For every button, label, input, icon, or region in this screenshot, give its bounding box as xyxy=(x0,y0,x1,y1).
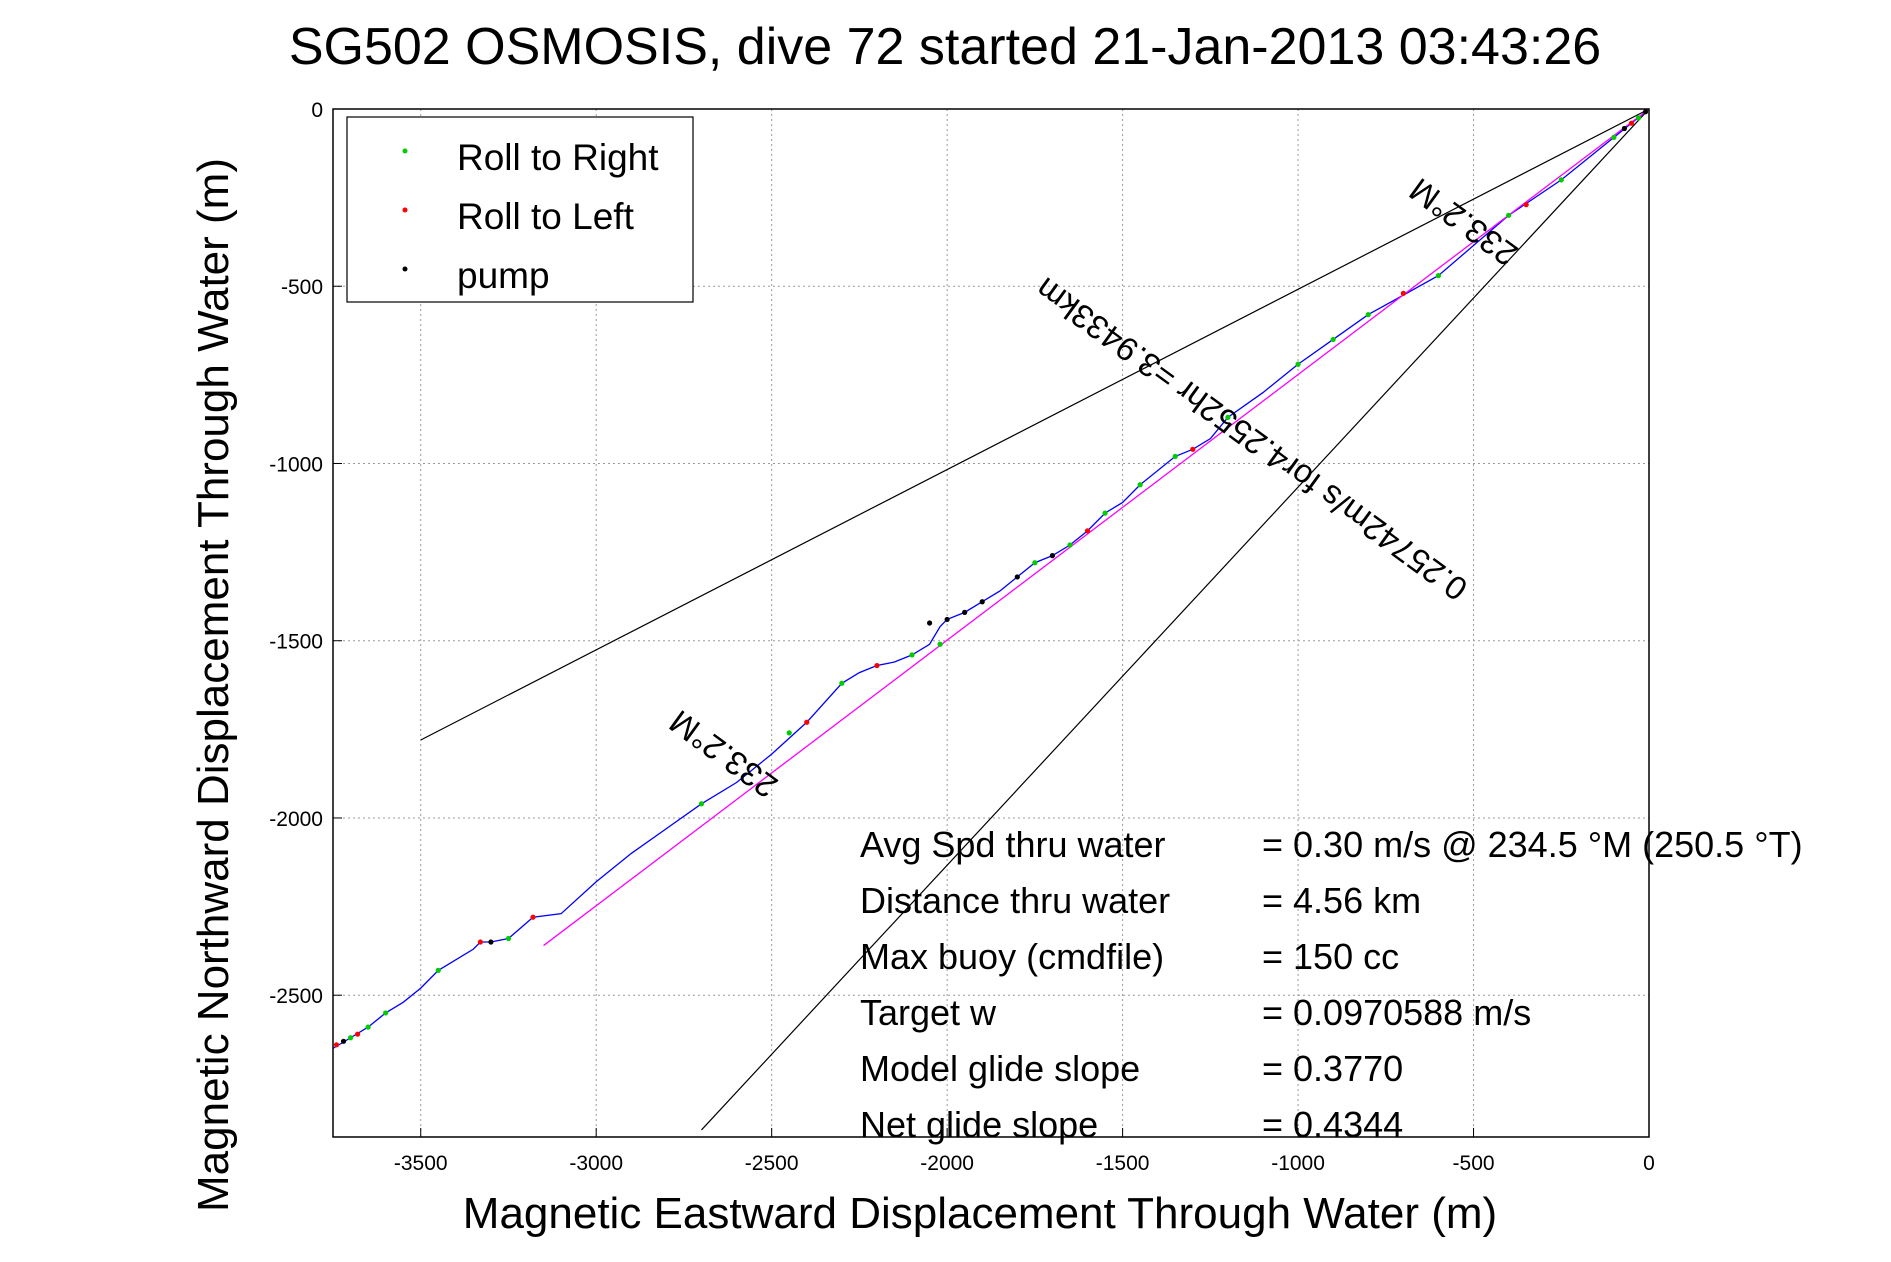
marker-roll-to-left xyxy=(804,719,810,725)
y-tick-label: -2000 xyxy=(269,808,323,831)
marker-pump xyxy=(1642,109,1649,115)
legend-marker-pump xyxy=(402,266,408,272)
data-series xyxy=(332,108,1650,1049)
legend-label-pump: pump xyxy=(457,255,550,296)
cone-line xyxy=(701,108,1650,1131)
stat-value-model-glide: = 0.3770 xyxy=(1262,1048,1403,1089)
y-tick-label: -1000 xyxy=(269,453,323,476)
marker-roll-to-right xyxy=(1558,177,1564,183)
stat-value-target-w: = 0.0970588 m/s xyxy=(1262,992,1531,1033)
stat-value-net-glide: = 0.4344 xyxy=(1262,1104,1403,1145)
marker-pump xyxy=(962,609,968,615)
legend-label-roll-right: Roll to Right xyxy=(457,137,659,178)
stat-value-avg-speed: = 0.30 m/s @ 234.5 °M (250.5 °T) xyxy=(1262,824,1803,865)
marker-roll-to-right xyxy=(1611,134,1617,140)
cone-line xyxy=(420,108,1650,741)
plot-area-frame xyxy=(332,108,1650,1138)
marker-roll-to-right xyxy=(505,935,512,942)
marker-roll-to-left xyxy=(1400,290,1406,296)
y-tick-label: 0 xyxy=(311,99,323,122)
marker-roll-to-right xyxy=(1435,273,1442,279)
x-tick-label: -1000 xyxy=(1271,1152,1325,1175)
marker-pump xyxy=(1014,574,1020,580)
marker-pump xyxy=(488,939,494,945)
marker-roll-to-left xyxy=(1190,446,1196,452)
y-tick-label: -2500 xyxy=(269,985,323,1008)
marker-roll-to-left xyxy=(333,1042,340,1048)
marker-pump xyxy=(979,599,985,605)
stat-label-net-glide: Net glide slope xyxy=(860,1104,1098,1145)
marker-pump xyxy=(1621,125,1628,132)
x-tick-label: -3000 xyxy=(569,1152,623,1175)
marker-roll-to-right xyxy=(937,641,943,647)
marker-roll-to-left xyxy=(530,914,536,920)
marker-roll-to-left xyxy=(354,1031,361,1037)
marker-roll-to-left xyxy=(1523,202,1529,208)
x-tick-label: -1500 xyxy=(1096,1152,1150,1175)
marker-roll-to-left xyxy=(874,662,880,669)
x-tick-label: -500 xyxy=(1453,1152,1495,1175)
marker-roll-to-right xyxy=(786,730,792,736)
marker-roll-to-right xyxy=(435,967,441,973)
series-line-net xyxy=(543,108,1650,947)
marker-pump xyxy=(340,1038,347,1044)
legend-marker-roll-right xyxy=(402,148,408,154)
stat-label-distance: Distance thru water xyxy=(860,880,1170,921)
stat-value-distance: = 4.56 km xyxy=(1262,880,1421,921)
marker-roll-to-right xyxy=(1635,115,1642,121)
marker-roll-to-right xyxy=(1067,542,1073,548)
marker-roll-to-right xyxy=(1506,212,1512,218)
dive-stats: Avg Spd thru water = 0.30 m/s @ 234.5 °M… xyxy=(860,824,1803,1145)
marker-roll-to-right xyxy=(1225,414,1231,420)
marker-roll-to-right xyxy=(1102,510,1108,516)
heading-cone-lines xyxy=(420,108,1650,1131)
legend-label-roll-left: Roll to Left xyxy=(457,196,635,237)
marker-roll-to-right xyxy=(1137,482,1143,488)
stat-label-avg-speed: Avg Spd thru water xyxy=(860,824,1166,865)
marker-pump xyxy=(944,616,950,623)
marker-pump xyxy=(1049,553,1056,559)
stat-label-target-w: Target w xyxy=(860,992,997,1033)
marker-roll-to-right xyxy=(909,652,915,658)
legend: Roll to Right Roll to Left pump xyxy=(346,116,694,303)
marker-roll-to-right xyxy=(1295,361,1301,367)
marker-pump xyxy=(926,620,933,626)
chart-title: SG502 OSMOSIS, dive 72 started 21-Jan-20… xyxy=(289,18,1601,76)
marker-roll-to-right xyxy=(839,680,845,686)
x-tick-label: 0 xyxy=(1643,1152,1655,1175)
legend-marker-roll-left xyxy=(402,207,408,213)
stat-label-model-glide: Model glide slope xyxy=(860,1048,1140,1089)
x-tick-label: -3500 xyxy=(394,1152,448,1175)
marker-roll-to-right xyxy=(365,1024,371,1030)
x-tick-label: -2500 xyxy=(745,1152,799,1175)
x-tick-label: -2000 xyxy=(920,1152,974,1175)
x-axis-ticks: -3500 -3000 -2500 -2000 -1500 -1000 -500 0 xyxy=(394,1128,1655,1175)
stat-value-max-buoy: = 150 cc xyxy=(1262,936,1399,977)
data-markers xyxy=(333,109,1649,1048)
stat-label-max-buoy: Max buoy (cmdfile) xyxy=(860,936,1164,977)
marker-roll-to-right xyxy=(698,801,705,807)
marker-roll-to-right xyxy=(1330,336,1336,343)
marker-roll-to-right xyxy=(1032,560,1038,566)
marker-roll-to-right xyxy=(1172,453,1178,459)
y-tick-label: -1500 xyxy=(269,631,323,654)
series-line-track xyxy=(332,108,1650,1049)
x-axis-label: Magnetic Eastward Displacement Through W… xyxy=(463,1189,1497,1238)
marker-roll-to-right xyxy=(1365,312,1371,318)
marker-roll-to-right xyxy=(347,1035,354,1041)
marker-roll-to-left xyxy=(477,939,483,945)
annotation-heading-near: 233.2°M xyxy=(1402,171,1523,273)
y-tick-label: -500 xyxy=(281,276,323,299)
marker-roll-to-right xyxy=(383,1010,389,1016)
y-axis-ticks: 0 -500 -1000 -1500 -2000 -2500 xyxy=(269,99,342,1008)
marker-roll-to-left xyxy=(1628,120,1635,126)
annotation-speed-line: 0.25742m/s for4.2552hr =3.9433km xyxy=(1028,270,1473,608)
y-axis-label: Magnetic Northward Displacement Through … xyxy=(189,158,238,1212)
marker-roll-to-left xyxy=(1084,528,1091,534)
